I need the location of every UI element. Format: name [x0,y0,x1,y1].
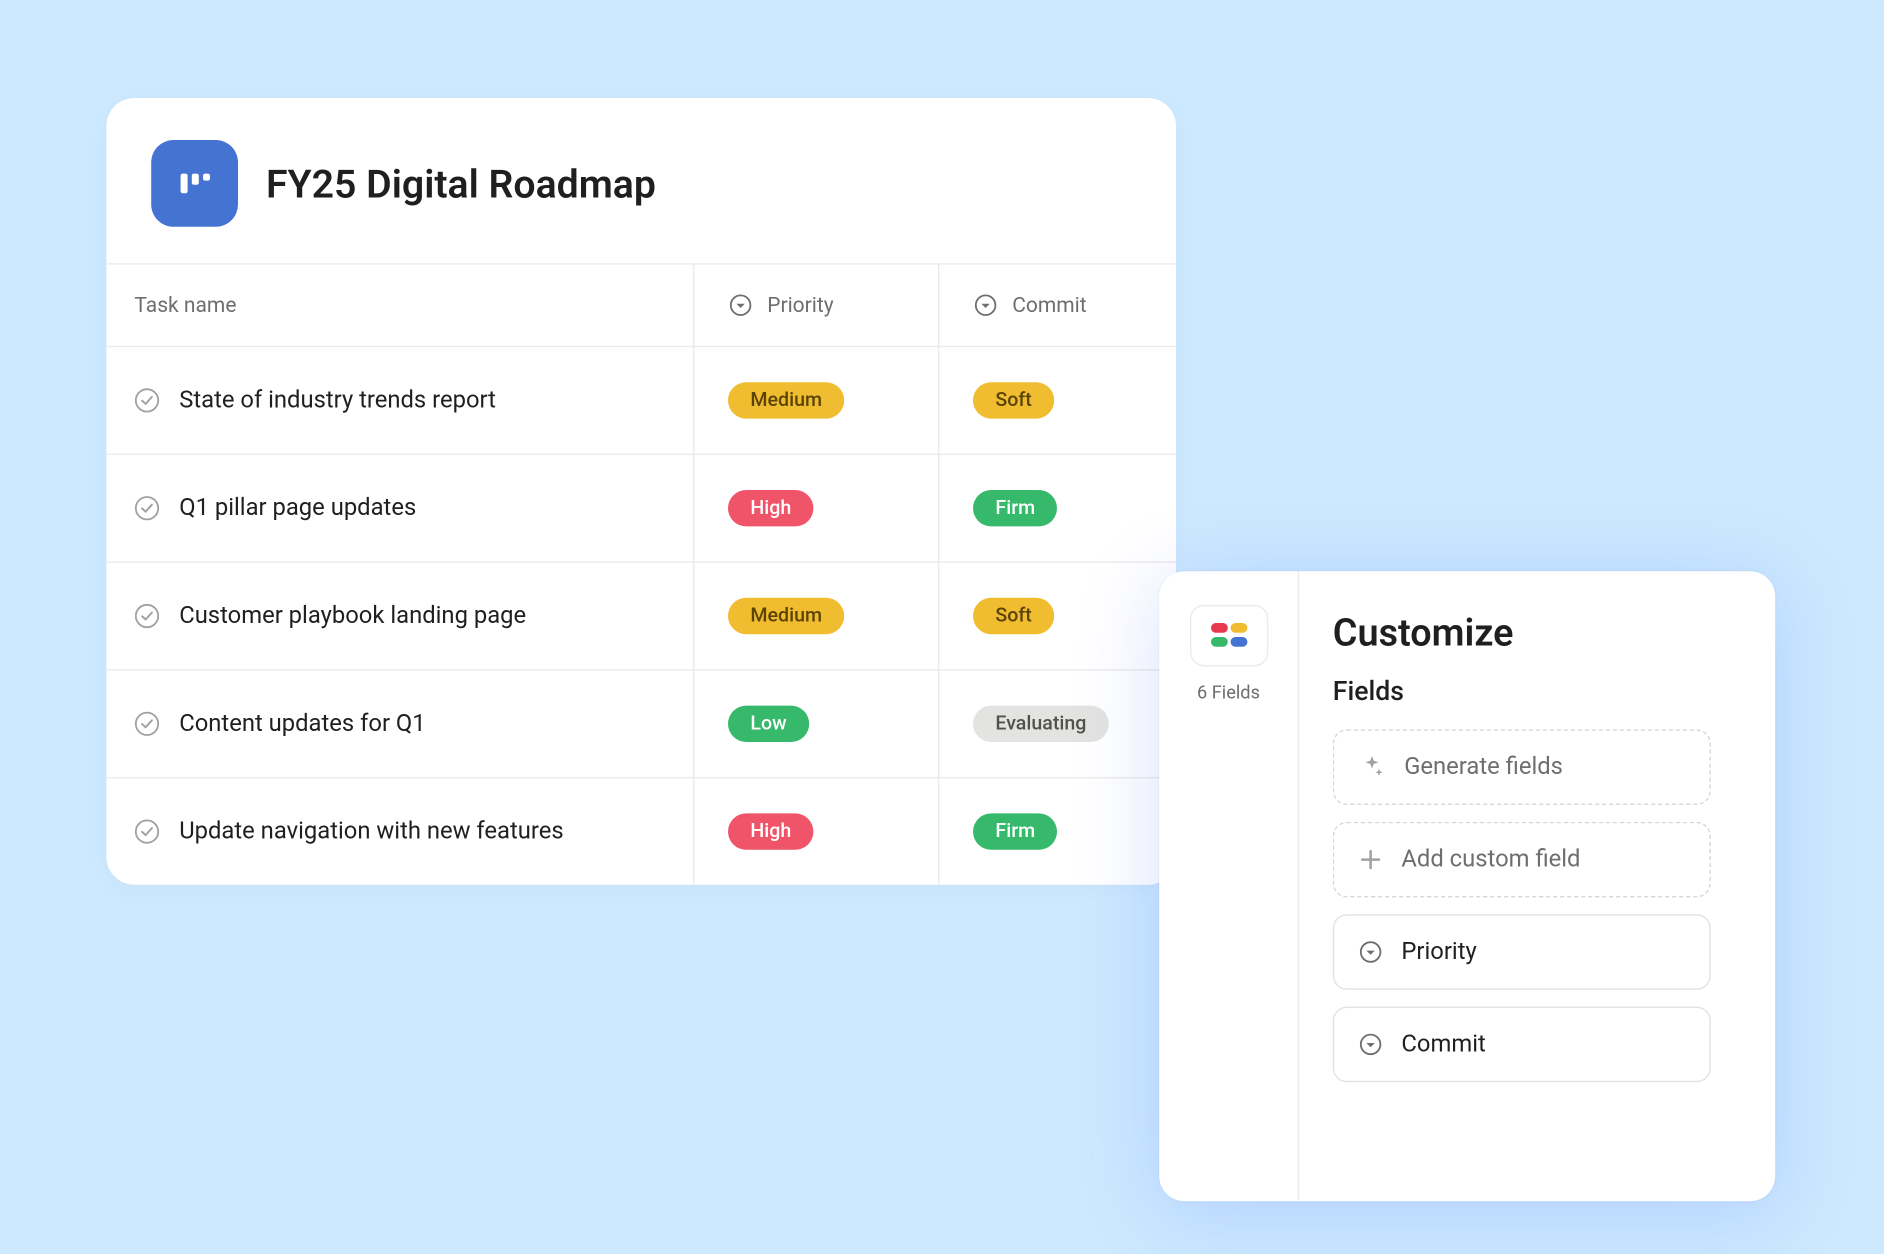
table-row[interactable]: State of industry trends report Medium Sof… [106,347,1176,455]
customize-title: Customize [1333,610,1742,655]
task-name-label: Update navigation with new features [179,818,563,846]
dropdown-circle-icon [973,293,998,318]
task-name-label: State of industry trends report [179,386,496,414]
field-item[interactable]: Priority [1333,914,1711,990]
commit-pill[interactable]: Soft [973,597,1054,635]
fields-heading: Fields [1333,675,1742,707]
commit-cell[interactable]: Soft [939,563,1174,669]
add-custom-field-label: Add custom field [1401,846,1580,874]
table-row[interactable]: Q1 pillar page updates High Firm [106,455,1176,563]
task-name-label: Content updates for Q1 [179,710,425,738]
column-header-task-name[interactable]: Task name [106,265,694,346]
priority-pill[interactable]: Medium [728,597,844,635]
plus-icon [1359,848,1381,870]
task-cell[interactable]: State of industry trends report [106,347,694,453]
column-header-label: Priority [767,293,833,318]
priority-cell[interactable]: High [694,778,939,884]
sparkle-icon [1359,755,1384,780]
task-cell[interactable]: Content updates for Q1 [106,671,694,777]
task-name-label: Q1 pillar page updates [179,494,416,522]
dropdown-circle-icon [1359,1033,1381,1055]
fields-count-label: 6 Fields [1197,683,1260,704]
column-header-label: Task name [134,293,236,318]
generate-fields-button[interactable]: Generate fields [1333,729,1711,805]
priority-pill[interactable]: High [728,813,814,851]
customize-panel: 6 Fields Customize Fields Generate field… [1159,571,1775,1201]
project-header: FY25 Digital Roadmap [106,98,1176,263]
commit-cell[interactable]: Firm [939,778,1174,884]
field-item-label: Commit [1401,1030,1485,1058]
commit-pill[interactable]: Firm [973,813,1058,851]
task-cell[interactable]: Update navigation with new features [106,778,694,884]
commit-cell[interactable]: Soft [939,347,1174,453]
column-header-label: Commit [1012,293,1086,318]
priority-cell[interactable]: High [694,455,939,561]
check-circle-icon[interactable] [134,711,159,736]
table-row[interactable]: Content updates for Q1 Low Evaluating [106,671,1176,779]
field-item[interactable]: Commit [1333,1007,1711,1083]
check-circle-icon[interactable] [134,603,159,628]
board-icon [174,162,216,204]
priority-pill[interactable]: Medium [728,382,844,420]
field-items-list: Priority Commit [1333,914,1742,1082]
priority-cell[interactable]: Medium [694,347,939,453]
project-icon [151,140,238,227]
commit-cell[interactable]: Firm [939,455,1174,561]
task-name-label: Customer playbook landing page [179,602,526,630]
priority-cell[interactable]: Low [694,671,939,777]
generate-fields-label: Generate fields [1404,753,1563,781]
table-row[interactable]: Update navigation with new features High F… [106,778,1176,884]
column-header-commit[interactable]: Commit [939,265,1174,346]
commit-pill[interactable]: Soft [973,382,1054,420]
table-row[interactable]: Customer playbook landing page Medium Soft [106,563,1176,671]
priority-pill[interactable]: Low [728,705,809,743]
column-header-priority[interactable]: Priority [694,265,939,346]
customize-main: Customize Fields Generate fields Add cus… [1299,571,1775,1201]
priority-cell[interactable]: Medium [694,563,939,669]
field-item-label: Priority [1401,938,1476,966]
commit-pill[interactable]: Firm [973,489,1058,527]
task-cell[interactable]: Q1 pillar page updates [106,455,694,561]
check-circle-icon[interactable] [134,388,159,413]
check-circle-icon[interactable] [134,496,159,521]
customize-sidebar: 6 Fields [1159,571,1299,1201]
commit-cell[interactable]: Evaluating [939,671,1174,777]
project-title: FY25 Digital Roadmap [266,160,656,206]
fields-icon[interactable] [1189,605,1267,667]
add-custom-field-button[interactable]: Add custom field [1333,822,1711,898]
project-card: FY25 Digital Roadmap Task name Priority … [106,98,1176,885]
check-circle-icon[interactable] [134,819,159,844]
commit-pill[interactable]: Evaluating [973,705,1109,743]
priority-pill[interactable]: High [728,489,814,527]
dropdown-circle-icon [728,293,753,318]
task-cell[interactable]: Customer playbook landing page [106,563,694,669]
table-body: State of industry trends report Medium Sof… [106,347,1176,885]
dropdown-circle-icon [1359,941,1381,963]
table-header-row: Task name Priority Commit [106,263,1176,347]
